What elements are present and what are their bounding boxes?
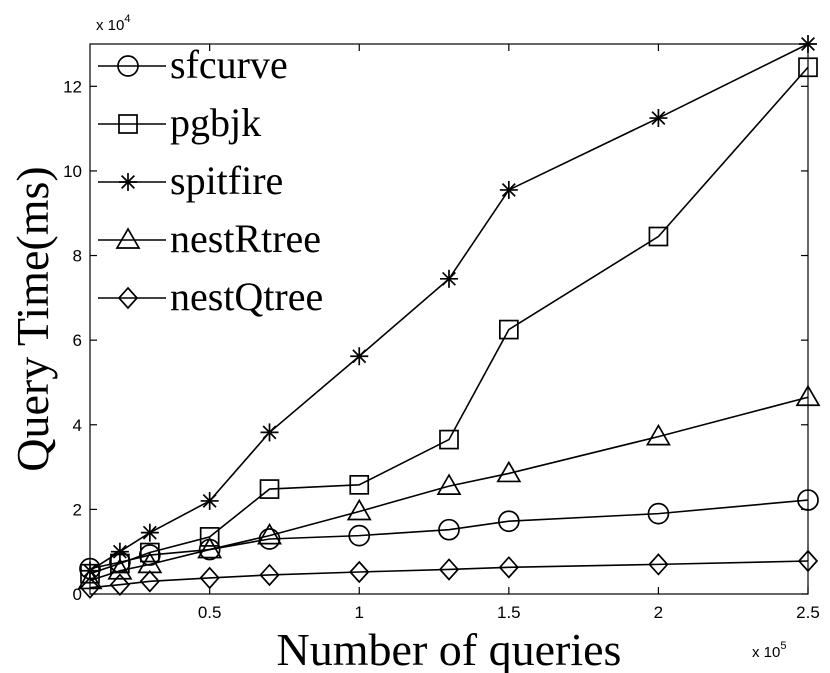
legend-marker: [118, 114, 138, 134]
nestRtree-point: [346, 498, 372, 521]
pgbjk-point: [498, 319, 519, 340]
legend-marker: [117, 55, 139, 77]
x-tick-label: 1.5: [497, 603, 521, 622]
x-tick-label: 2: [654, 603, 663, 622]
spitfire-point: [110, 542, 129, 561]
axis-ticks: 0.5 1 1.5 2 2.5 0 2 4 6 8 10 12: [63, 44, 820, 622]
legend-label: pgbjk: [170, 100, 261, 145]
nestRtree-point: [77, 567, 103, 590]
nestQtree-point: [797, 549, 819, 573]
nestQtree-point: [109, 573, 131, 596]
legend-label: nestQtree: [170, 274, 323, 319]
legend-marker: [115, 227, 141, 249]
y-tick-label: 0: [73, 585, 82, 604]
spitfire-point: [649, 109, 668, 128]
nestQtree-point: [498, 556, 519, 579]
legend-item-sfcurve: sfcurve: [98, 42, 288, 87]
series-nestRtree: [77, 384, 821, 590]
spitfire-point: [799, 35, 817, 53]
y-tick-label: 8: [73, 247, 82, 266]
legend: sfcurve pgbjk spitfire nestRtree nestQtree: [98, 42, 323, 319]
x-axis-label: Number of queries: [277, 624, 622, 673]
series-spitfire: [81, 35, 817, 580]
nestRtree-point: [436, 473, 462, 495]
pgbjk-point: [439, 429, 459, 450]
series-line-nestRtree: [89, 396, 809, 582]
legend-label: sfcurve: [170, 42, 288, 87]
spitfire-point: [350, 347, 369, 366]
series-sfcurve: [79, 489, 819, 580]
x-tick-label: 0.5: [198, 603, 222, 622]
y-axis-label: Query Time(ms): [7, 166, 58, 471]
series-line-nestQtree: [89, 560, 809, 589]
sfcurve-point: [348, 524, 371, 547]
nestRtree-point: [795, 384, 821, 407]
y-multiplier: x 104: [96, 13, 130, 34]
legend-marker: [119, 173, 137, 191]
pgbjk-point: [349, 474, 370, 495]
nestQtree-point: [259, 563, 280, 587]
nestQtree-point: [79, 576, 101, 599]
legend-label: nestRtree: [170, 216, 321, 261]
y-tick-label: 12: [63, 77, 82, 96]
nestRtree-point: [257, 522, 282, 545]
spitfire-point: [440, 269, 458, 288]
y-tick-label: 2: [73, 500, 82, 519]
nestQtree-point: [199, 566, 220, 590]
y-tick-label: 10: [63, 162, 82, 181]
sfcurve-point: [258, 528, 281, 550]
spitfire-point: [260, 423, 279, 442]
series-nestQtree: [79, 549, 819, 599]
legend-label: spitfire: [170, 158, 283, 203]
pgbjk-point: [648, 226, 669, 247]
nestRtree-point: [496, 460, 522, 483]
spitfire-point: [499, 180, 518, 199]
legend-marker: [117, 286, 139, 310]
x-tick-label: 2.5: [796, 603, 820, 622]
series-layer: [77, 35, 821, 599]
sfcurve-point: [497, 510, 520, 533]
pgbjk-point: [139, 542, 160, 563]
plot-frame: [89, 43, 809, 595]
pgbjk-point: [199, 527, 220, 547]
legend-item-pgbjk: pgbjk: [98, 100, 261, 145]
legend-item-nestRtree: nestRtree: [98, 216, 321, 261]
y-tick-label: 6: [73, 331, 82, 350]
legend-item-spitfire: spitfire: [98, 158, 283, 203]
series-line-spitfire: [89, 43, 809, 572]
pgbjk-point: [798, 57, 818, 78]
sfcurve-point: [797, 489, 819, 511]
nestQtree-point: [438, 558, 460, 581]
y-tick-label: 4: [73, 416, 82, 435]
series-pgbjk: [80, 57, 818, 584]
nestRtree-point: [197, 536, 223, 559]
nestRtree-point: [645, 423, 671, 446]
spitfire-point: [140, 523, 159, 542]
nestRtree-point: [107, 558, 133, 580]
nestQtree-point: [648, 553, 669, 576]
pgbjk-point: [259, 479, 280, 499]
spitfire-point: [200, 491, 219, 510]
sfcurve-point: [438, 518, 460, 541]
nestQtree-point: [349, 560, 370, 584]
series-line-pgbjk: [89, 66, 809, 575]
x-multiplier: x 105: [752, 640, 786, 661]
sfcurve-point: [647, 502, 670, 525]
nestQtree-point: [139, 570, 160, 593]
x-tick-label: 1: [355, 603, 364, 622]
legend-item-nestQtree: nestQtree: [98, 274, 323, 319]
